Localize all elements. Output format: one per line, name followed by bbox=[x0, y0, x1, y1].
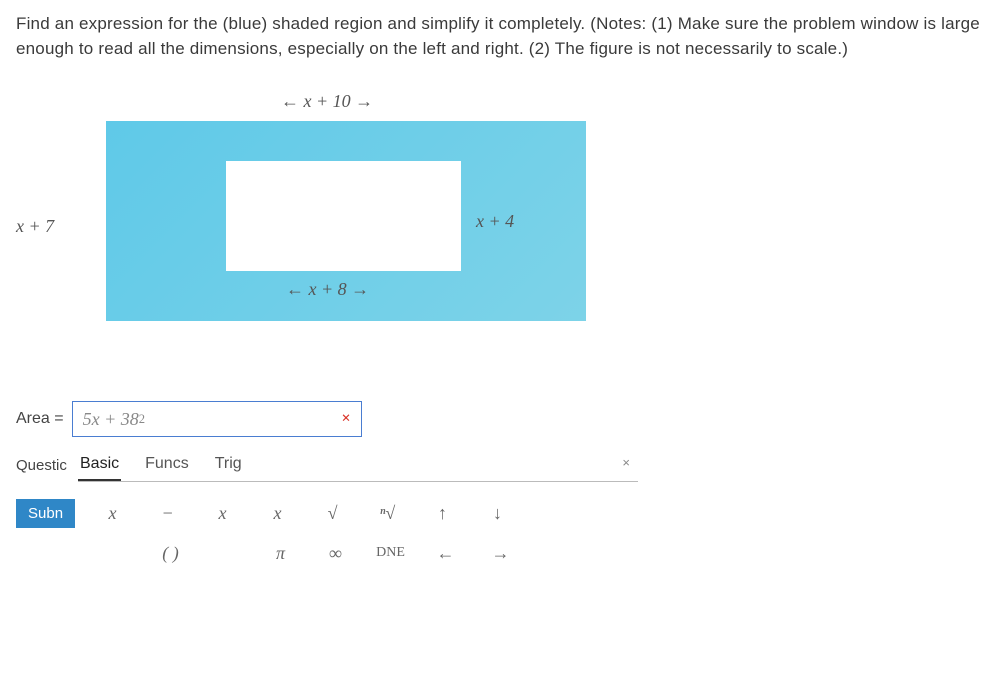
sym-pi[interactable]: π bbox=[253, 536, 308, 570]
inner-rectangle bbox=[226, 161, 461, 271]
sym-blank[interactable] bbox=[88, 536, 143, 570]
sym-right[interactable]: → bbox=[473, 536, 528, 570]
sym-paren[interactable]: ( ) bbox=[143, 536, 198, 570]
question-label: Questic bbox=[16, 457, 67, 474]
sym-down[interactable]: ↓ bbox=[470, 496, 525, 530]
tab-funcs[interactable]: Funcs bbox=[143, 451, 191, 481]
sym-x2[interactable]: x bbox=[195, 496, 250, 530]
sym-x3[interactable]: x bbox=[250, 496, 305, 530]
sym-minus[interactable]: − bbox=[140, 496, 195, 530]
tab-trig[interactable]: Trig bbox=[213, 451, 244, 481]
answer-row: Area = 5x + 382 × bbox=[16, 401, 984, 437]
sym-dne[interactable]: DNE bbox=[363, 536, 418, 570]
wrong-icon: × bbox=[341, 410, 350, 428]
math-toolbar: Questic Basic Funcs Trig × Subn x − x x … bbox=[16, 451, 984, 570]
sym-left[interactable]: ← bbox=[418, 536, 473, 570]
answer-label: Area = bbox=[16, 410, 64, 428]
close-icon[interactable]: × bbox=[622, 455, 630, 470]
sym-inf[interactable]: ∞ bbox=[308, 536, 363, 570]
inner-height-label: x + 4 bbox=[476, 211, 514, 232]
problem-statement: Find an expression for the (blue) shaded… bbox=[16, 12, 984, 61]
inner-width-label: x + 8 bbox=[286, 279, 369, 300]
sym-nroot[interactable]: ⁿ√ bbox=[360, 496, 415, 530]
answer-input[interactable]: 5x + 382 × bbox=[72, 401, 362, 437]
sym-up[interactable]: ↑ bbox=[415, 496, 470, 530]
geometry-figure: x + 10 x + 7 x + 4 x + 8 bbox=[56, 91, 984, 341]
outer-width-label: x + 10 bbox=[281, 91, 373, 112]
tab-row: Basic Funcs Trig × bbox=[78, 451, 638, 482]
tab-basic[interactable]: Basic bbox=[78, 451, 121, 481]
sym-blank2[interactable] bbox=[198, 536, 253, 570]
sym-x[interactable]: x bbox=[85, 496, 140, 530]
sym-sqrt[interactable]: √ bbox=[305, 496, 360, 530]
outer-height-label: x + 7 bbox=[16, 216, 54, 237]
submit-button[interactable]: Subn bbox=[16, 499, 75, 528]
